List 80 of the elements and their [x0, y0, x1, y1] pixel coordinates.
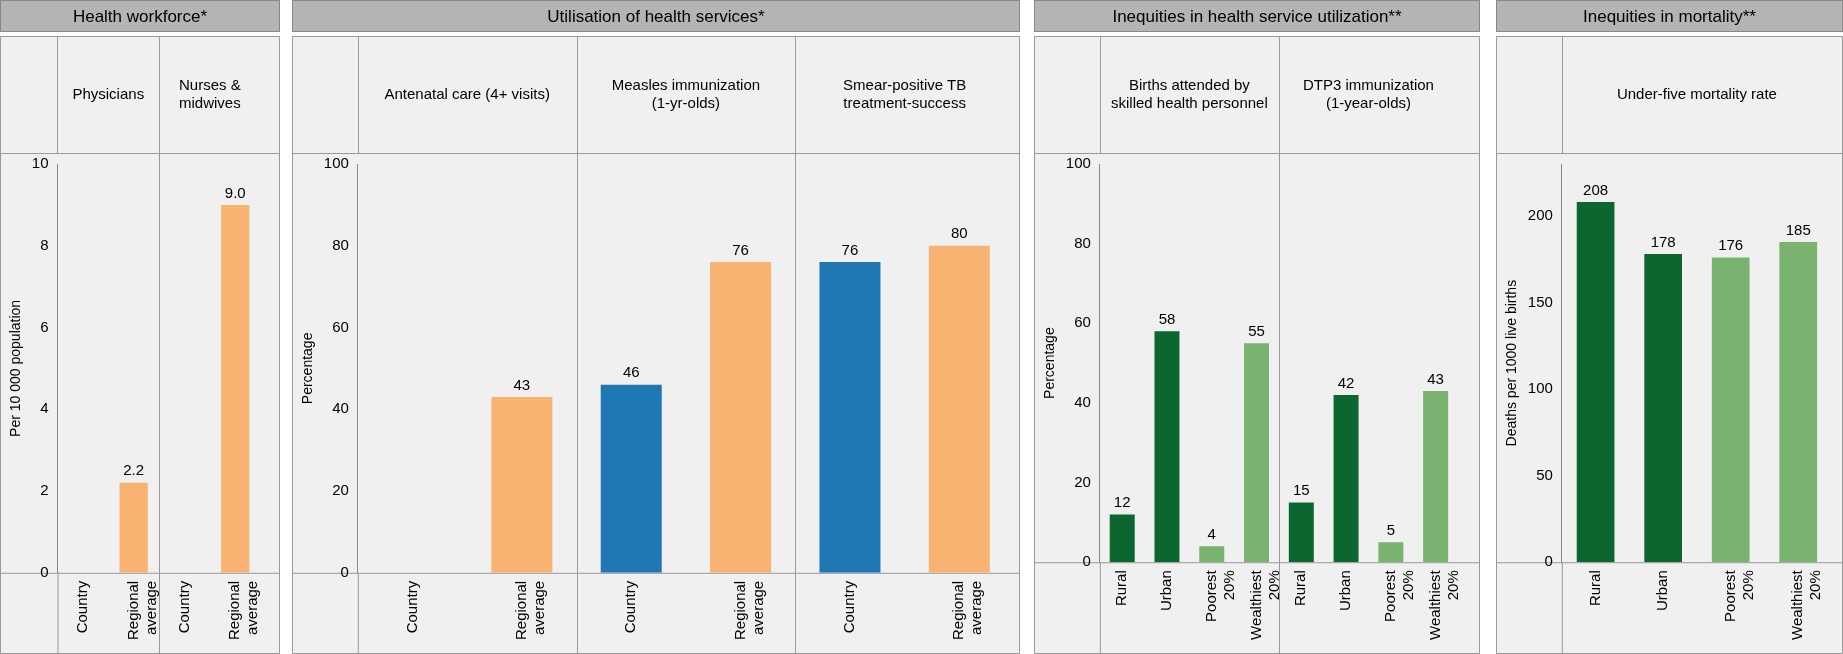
data-label: 43 — [513, 375, 531, 393]
data-label: 4 — [1207, 524, 1216, 542]
x-tick-label: Rural — [1585, 570, 1603, 607]
y-tick-label: 80 — [332, 235, 349, 253]
y-tick-label: 20 — [1074, 472, 1091, 490]
y-tick-label: 80 — [1074, 233, 1091, 251]
y-tick-label: 0 — [40, 562, 49, 580]
x-tick-label: Wealthiest 20% — [1246, 569, 1282, 641]
text: Births attended by skilled health personnel — [1110, 76, 1268, 112]
x-tick-label: Wealthiest 20% — [1788, 569, 1824, 641]
text: Under-five mortality rate — [1616, 85, 1777, 103]
y-tick-label: 10 — [31, 154, 49, 172]
text: Physicians — [72, 85, 145, 103]
y-tick-label: 100 — [1065, 154, 1091, 172]
y-tick-label: 100 — [1527, 379, 1553, 397]
data-label: 80 — [950, 224, 968, 242]
y-tick-label: 20 — [332, 481, 349, 499]
data-label: 76 — [732, 240, 749, 258]
text: Smear-positive TB treatment-success — [843, 76, 967, 112]
chart-title: Inequities in mortality** — [1496, 0, 1843, 32]
x-tick-label: Rural — [1112, 570, 1130, 607]
x-tick-label: Regional average — [225, 580, 261, 641]
y-tick-label: 100 — [323, 154, 349, 172]
data-label: 15 — [1292, 481, 1310, 499]
data-label: 58 — [1158, 309, 1176, 327]
data-label: 42 — [1337, 373, 1355, 391]
y-tick-label: 150 — [1527, 292, 1553, 310]
x-tick-label: Regional average — [730, 580, 766, 641]
x-tick-label: Country — [621, 580, 639, 634]
data-label: 5 — [1386, 520, 1396, 538]
text: Nurses & midwives — [179, 76, 241, 112]
data-label: 12 — [1113, 493, 1131, 511]
data-label: 76 — [841, 240, 859, 258]
y-tick-label: 0 — [340, 562, 349, 580]
y-tick-label: 0 — [1544, 552, 1553, 570]
data-label: 43 — [1427, 369, 1444, 387]
text: DTP3 immunization (1-year-olds) — [1303, 76, 1434, 112]
x-tick-label: Urban — [1336, 570, 1354, 612]
y-axis-title: Deaths per 1000 live births — [1503, 279, 1520, 447]
y-axis-title: Percentage — [299, 332, 316, 405]
x-tick-label: Poorest 20% — [1380, 569, 1416, 622]
y-tick-label: 50 — [1536, 465, 1553, 483]
chart-title: Utilisation of health services* — [292, 0, 1020, 32]
x-tick-label: Urban — [1157, 570, 1175, 612]
x-tick-label: Poorest 20% — [1201, 569, 1237, 622]
x-tick-label: Poorest 20% — [1720, 569, 1756, 622]
data-label: 9.0 — [224, 183, 246, 201]
x-tick-label: Country — [73, 580, 91, 634]
text: Measles immunization (1-yr-olds) — [611, 76, 761, 112]
x-tick-label: Country — [174, 580, 192, 634]
data-label: 185 — [1785, 220, 1811, 238]
y-tick-label: 200 — [1527, 206, 1553, 224]
y-tick-label: 8 — [40, 235, 49, 253]
x-tick-label: Wealthiest 20% — [1425, 569, 1461, 641]
y-axis-title: Percentage — [1041, 327, 1058, 399]
y-tick-label: 60 — [1074, 313, 1091, 331]
y-tick-label: 0 — [1082, 552, 1091, 570]
chart-title: Health workforce* — [0, 0, 280, 32]
chart-title: Inequities in health service utilization** — [1034, 0, 1480, 32]
y-tick-label: 40 — [1074, 393, 1091, 411]
y-tick-label: 2 — [40, 481, 49, 499]
data-label: 178 — [1650, 232, 1676, 250]
data-label: 2.2 — [123, 461, 145, 479]
y-tick-label: 4 — [40, 399, 49, 417]
data-label: 208 — [1583, 180, 1609, 198]
x-tick-label: Regional average — [512, 580, 548, 641]
x-tick-label: Regional average — [949, 580, 985, 641]
x-tick-label: Country — [402, 580, 420, 634]
x-tick-label: Regional average — [123, 580, 159, 641]
y-tick-label: 40 — [332, 399, 349, 417]
data-label: 55 — [1248, 321, 1265, 339]
x-tick-label: Urban — [1653, 570, 1671, 612]
data-label: 46 — [622, 363, 640, 381]
x-tick-label: Country — [840, 580, 858, 634]
y-axis-title: Per 10 000 population — [7, 299, 24, 437]
data-label: 176 — [1718, 236, 1744, 254]
x-tick-label: Rural — [1291, 570, 1309, 607]
y-tick-label: 6 — [40, 317, 49, 335]
text: Antenatal care (4+ visits) — [384, 85, 550, 103]
y-tick-label: 60 — [332, 317, 349, 335]
